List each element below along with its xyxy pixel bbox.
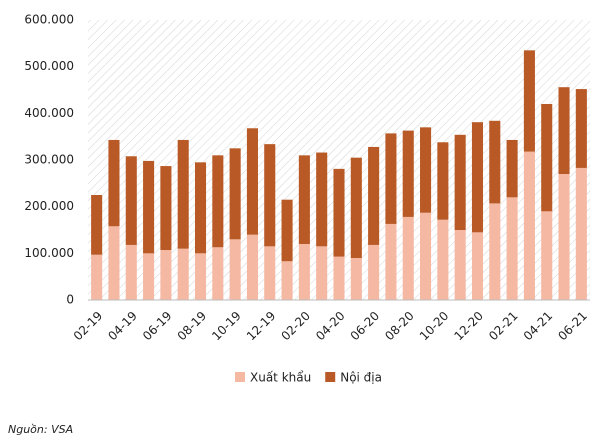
bar-segment	[298, 155, 310, 244]
x-tick-label: 04-21	[521, 309, 556, 344]
bar-segment	[333, 256, 345, 300]
legend-swatch	[325, 372, 336, 382]
bar-segment	[264, 246, 276, 300]
y-tick-label: 200.000	[24, 199, 74, 213]
x-tick-label: 08-19	[175, 309, 210, 344]
bar-segment	[333, 168, 345, 257]
x-tick-label: 02-20	[278, 309, 313, 344]
bar-segment	[437, 219, 449, 300]
bar-segment	[212, 247, 224, 300]
bar-segment	[420, 127, 432, 213]
bar-segment	[506, 139, 518, 198]
legend-swatch	[235, 372, 245, 382]
x-tick-label: 06-21	[555, 309, 590, 344]
y-tick-label: 600.000	[24, 13, 74, 27]
bar-segment	[437, 142, 449, 220]
bar-segment	[541, 211, 553, 300]
bar-segment	[108, 226, 120, 300]
bar-segment	[160, 166, 172, 251]
bar-segment	[91, 195, 103, 255]
bar-segment	[281, 199, 293, 262]
bar-segment	[281, 261, 293, 300]
bar-segment	[368, 244, 380, 300]
bar-segment	[298, 244, 310, 300]
bar-segment	[420, 212, 432, 300]
x-tick-label: 02-21	[486, 309, 521, 344]
bar-segment	[402, 130, 414, 217]
x-tick-label: 02-19	[71, 309, 106, 344]
bar-segment	[143, 160, 155, 254]
bar-segment	[471, 232, 484, 300]
x-tick-label: 06-20	[348, 309, 383, 344]
bar-segment	[575, 167, 587, 300]
bar-segment	[523, 151, 535, 300]
bar-segment	[454, 134, 466, 230]
bar-segment	[264, 144, 276, 247]
bar-segment	[108, 139, 120, 227]
bar-segment	[558, 174, 570, 300]
bar-segment	[125, 156, 137, 245]
bar-segment	[246, 128, 258, 235]
bar-segment	[402, 216, 414, 300]
x-tick-label: 08-20	[382, 309, 417, 344]
x-tick-label: 04-19	[105, 309, 140, 344]
bar-segment	[454, 230, 466, 300]
bar-segment	[489, 120, 501, 204]
bar-segment	[350, 258, 362, 300]
bar-segment	[160, 250, 172, 300]
bar-segment	[523, 50, 535, 152]
y-tick-label: 400.000	[24, 106, 74, 120]
bar-segment	[368, 146, 380, 245]
bar-segment	[229, 148, 241, 240]
bar-segment	[177, 139, 189, 249]
bar-segment	[558, 87, 570, 174]
x-tick-label: 06-19	[140, 309, 175, 344]
bar-segment	[229, 239, 241, 300]
x-tick-label: 10-19	[209, 309, 244, 344]
y-tick-label: 500.000	[24, 59, 74, 73]
source: Nguồn: VSA	[8, 423, 73, 436]
bar-segment	[575, 89, 587, 168]
bar-segment	[194, 162, 207, 254]
y-tick-label: 300.000	[24, 153, 74, 167]
legend-label: Xuất khẩu	[250, 371, 311, 385]
bar-segment	[212, 155, 224, 248]
x-tick-label: 12-19	[244, 309, 279, 344]
bar-segment	[194, 253, 207, 300]
y-tick-label: 0	[66, 293, 74, 307]
bar-segment	[385, 223, 397, 300]
bar-segment	[350, 157, 362, 258]
bar-segment	[316, 152, 328, 247]
bar-segment	[91, 254, 103, 300]
bar-segment	[246, 234, 258, 300]
bar-segment	[125, 244, 137, 300]
bar-segment	[489, 203, 501, 300]
y-tick-label: 100.000	[24, 246, 74, 260]
x-tick-label: 10-20	[417, 309, 452, 344]
bar-segment	[471, 122, 484, 233]
bar-segment	[506, 197, 518, 300]
bar-segment	[143, 253, 155, 300]
x-tick-label: 04-20	[313, 309, 348, 344]
bar-segment	[385, 133, 397, 224]
bar-segment	[541, 104, 553, 212]
bar-segment	[316, 246, 328, 300]
x-tick-label: 12-20	[452, 309, 487, 344]
bar-segment	[177, 248, 189, 300]
legend-label: Nội địa	[340, 371, 382, 385]
